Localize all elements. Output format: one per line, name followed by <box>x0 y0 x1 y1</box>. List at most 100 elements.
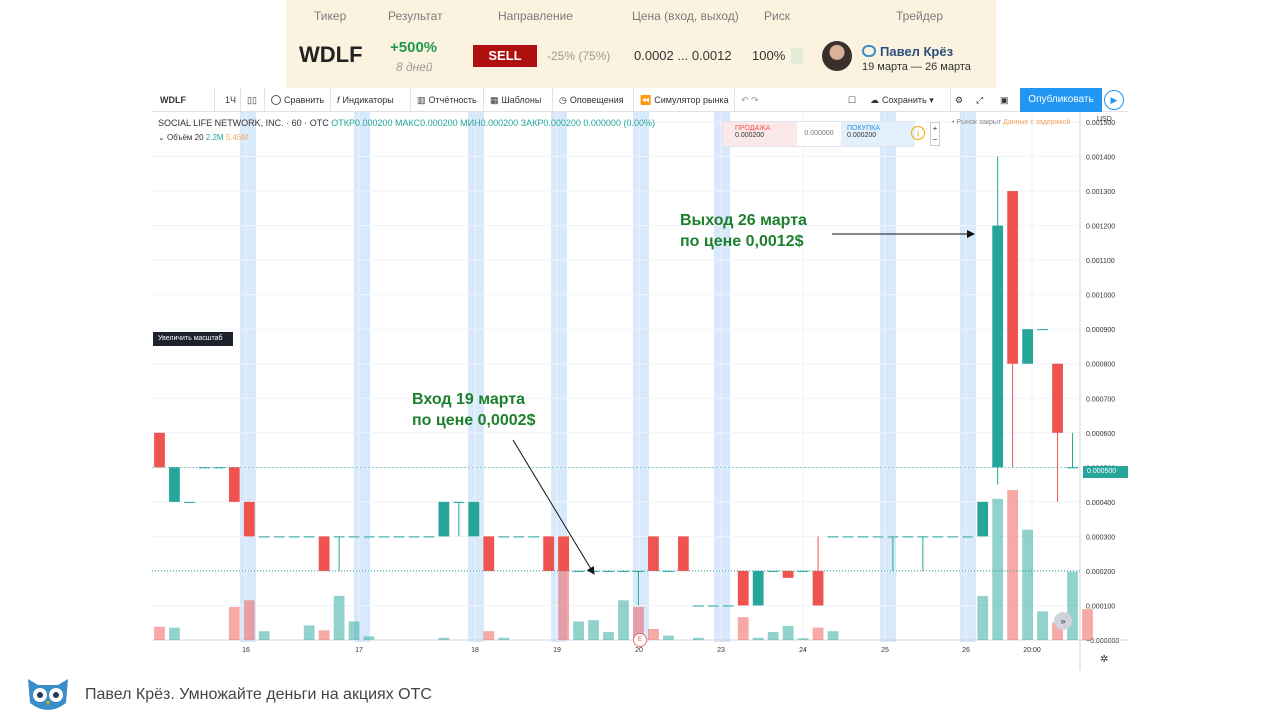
candle-body <box>333 536 345 538</box>
volume-value-1: 2.2M <box>205 133 224 142</box>
candle-body <box>303 536 315 538</box>
sell-price: 0.000200 <box>735 132 765 139</box>
play-icon[interactable]: ▶ <box>1104 90 1124 110</box>
sell-box[interactable]: ПРОДАЖА 0.000200 <box>723 122 797 146</box>
candle-body <box>453 501 465 503</box>
y-tick-label: 0.000600 <box>1086 431 1115 438</box>
x-tick-label: 17 <box>355 647 363 654</box>
fullscreen-icon[interactable]: ⤢ <box>976 95 984 105</box>
candle-body <box>1022 329 1034 364</box>
trader-dates: 19 марта — 26 марта <box>862 61 971 73</box>
interval-select[interactable]: 1Ч <box>214 88 236 112</box>
footer-caption: Павел Крёз. Умножайте деньги на акциях О… <box>85 686 432 703</box>
candle-body <box>977 501 989 537</box>
y-tick-label: 0.000200 <box>1086 569 1115 576</box>
volume-bar <box>243 600 255 640</box>
candle-body <box>992 225 1004 468</box>
volume-bar <box>1082 609 1093 640</box>
candle-body <box>737 570 749 606</box>
axis-settings-icon[interactable]: ✲ <box>1100 654 1109 665</box>
quantity-stepper[interactable]: + − <box>930 122 940 146</box>
volume-bar <box>348 621 360 640</box>
x-tick-label: 26 <box>962 647 970 654</box>
session-band <box>960 112 976 642</box>
volume-bar <box>648 628 659 640</box>
x-tick-label: 25 <box>881 647 889 654</box>
legend-title: SOCIAL LIFE NETWORK, INC. · 60 · OTC <box>158 118 329 128</box>
volume-bar <box>588 620 599 640</box>
templates-button[interactable]: ▦ Шаблоны <box>483 88 541 112</box>
y-tick-label: 0.000400 <box>1086 500 1115 507</box>
volume-bar <box>827 631 839 640</box>
info-icon[interactable]: i <box>911 126 925 140</box>
undo-redo[interactable]: ↶ ↷ <box>734 88 759 112</box>
collapse-icon[interactable]: ⌄ <box>158 133 165 142</box>
y-tick-label: 0.001400 <box>1086 155 1115 162</box>
session-band <box>633 112 649 642</box>
chart-widget: WDLF 1Ч ▯▯ Сравнить f Индикаторы ▥ Отчётно… <box>152 88 1128 670</box>
volume-bar <box>1037 611 1048 640</box>
volume-bar <box>303 625 315 640</box>
volume-bar <box>662 635 674 640</box>
plus-button[interactable]: + <box>932 124 938 133</box>
save-label: Сохранить <box>882 95 927 105</box>
trader-avatar <box>822 41 852 71</box>
checkbox-icon[interactable]: ☐ <box>848 95 857 105</box>
entry-arrow <box>512 439 595 575</box>
candle-body <box>692 605 704 607</box>
exit-line-1: Выход 26 марта <box>680 212 807 229</box>
candle-body <box>857 536 869 538</box>
candle-body <box>752 570 764 606</box>
header-price: Цена (вход, выход) <box>632 9 739 23</box>
entry-annotation: Вход 19 марта по цене 0,0002$ <box>412 389 535 431</box>
compare-button[interactable]: Сравнить <box>264 88 324 112</box>
exit-annotation: Выход 26 марта по цене 0,0012$ <box>680 210 807 252</box>
publish-button[interactable]: Опубликовать <box>1020 88 1102 112</box>
entry-line-1: Вход 19 марта <box>412 391 526 408</box>
minus-button[interactable]: − <box>932 135 938 144</box>
y-tick-label: 0.000800 <box>1086 362 1115 369</box>
reports-button[interactable]: ▥ Отчётность <box>410 88 477 112</box>
candle-body <box>842 536 854 538</box>
indicators-button[interactable]: f Индикаторы <box>330 88 394 112</box>
volume-bar <box>318 630 330 640</box>
redo-icon[interactable]: ↷ <box>751 95 759 105</box>
save-button[interactable]: ☁ Сохранить ▾ <box>870 95 934 105</box>
volume-bar <box>633 606 644 640</box>
scroll-right-icon[interactable]: » <box>1054 612 1072 630</box>
settings-gear-icon[interactable]: ⚙ <box>950 88 963 112</box>
owl-logo-icon <box>862 45 876 57</box>
alerts-button[interactable]: ◷ Оповещения <box>552 88 624 112</box>
candle-body <box>543 536 555 571</box>
simulator-button[interactable]: ⏪ Симулятор рынка <box>633 88 729 112</box>
buy-box[interactable]: ПОКУПКА 0.000200 <box>841 122 915 146</box>
undo-icon[interactable]: ↶ <box>741 95 749 105</box>
symbol-search[interactable]: WDLF <box>160 95 186 105</box>
volume-bar <box>977 595 989 640</box>
volume-bar <box>333 595 345 640</box>
candle-body <box>902 536 914 538</box>
session-band <box>880 112 896 642</box>
chart-type-icon[interactable]: ▯▯ <box>240 88 257 112</box>
alarm-clock-icon: ◷ <box>559 95 567 105</box>
earnings-badge[interactable]: E <box>633 633 647 647</box>
candle-body <box>722 605 734 607</box>
volume-bar <box>1022 529 1034 640</box>
candle-body <box>932 536 944 538</box>
indicators-label: Индикаторы <box>342 95 394 105</box>
candle-body <box>662 570 674 572</box>
y-tick-label: 0.001000 <box>1086 293 1115 300</box>
compare-label: Сравнить <box>284 95 325 105</box>
y-tick-label: 0.001300 <box>1086 189 1115 196</box>
x-tick-label: 16 <box>242 647 250 654</box>
fx-icon: f <box>337 95 340 105</box>
x-tick-label: 24 <box>799 647 807 654</box>
result-value: +500% <box>390 39 438 56</box>
volume-bar <box>1052 622 1063 640</box>
price-chart[interactable]: 0.001500 0.001400 0.001300 0.001200 0.001100… <box>152 112 1128 670</box>
y-tick-label: 0.001200 <box>1086 224 1115 231</box>
volume-bar <box>169 627 180 640</box>
header-risk: Риск <box>764 9 790 23</box>
camera-icon[interactable]: ▣ <box>1000 95 1009 105</box>
volume-bar <box>812 627 824 640</box>
